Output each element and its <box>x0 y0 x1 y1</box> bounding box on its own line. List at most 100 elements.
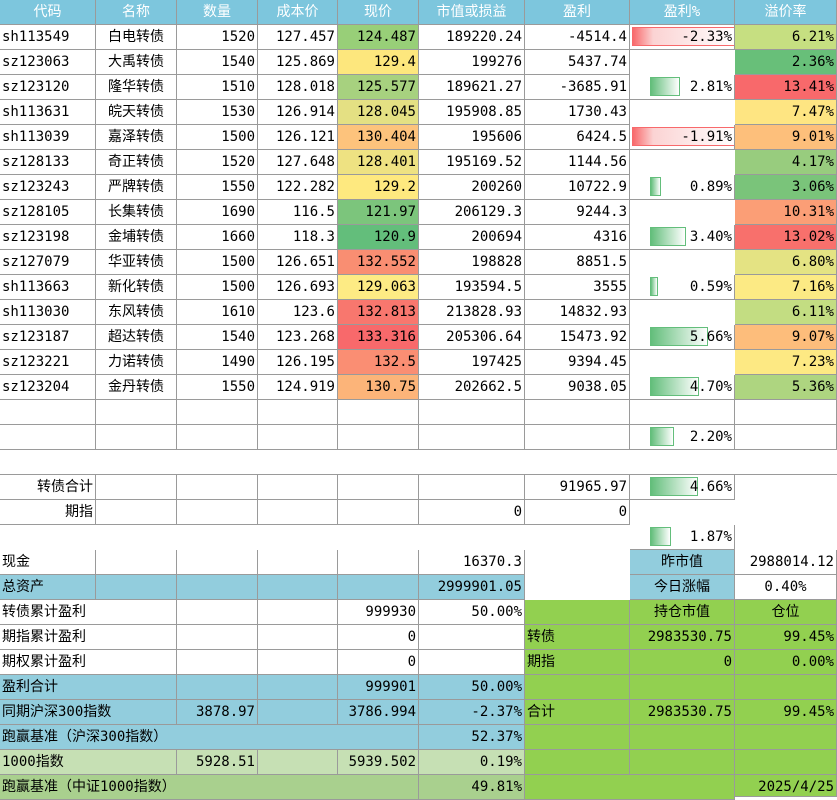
cell-price[interactable]: 129.063 <box>338 275 419 300</box>
empty-cell[interactable] <box>525 675 630 700</box>
cell-qty[interactable]: 1530 <box>177 100 258 125</box>
futures-cum-value[interactable]: 0 <box>338 625 419 650</box>
cell-premium[interactable]: 13.41% <box>735 75 837 100</box>
cell-price[interactable]: 121.97 <box>338 200 419 225</box>
cell-code[interactable]: sh113663 <box>0 275 96 300</box>
position-total-ratio[interactable]: 99.45% <box>735 700 837 725</box>
cell-name[interactable]: 长集转债 <box>96 200 177 225</box>
empty-cell[interactable] <box>735 400 837 425</box>
empty-cell[interactable] <box>735 450 837 475</box>
cell-price[interactable]: 120.9 <box>338 225 419 250</box>
cell-qty[interactable]: 1500 <box>177 125 258 150</box>
cell-name[interactable]: 白电转债 <box>96 25 177 50</box>
zz1000-label[interactable]: 1000指数 <box>0 750 177 775</box>
empty-cell[interactable] <box>525 425 630 450</box>
cell-value[interactable]: 200694 <box>419 225 525 250</box>
empty-cell[interactable] <box>258 400 338 425</box>
empty-cell[interactable] <box>96 475 177 500</box>
cell-price[interactable]: 128.401 <box>338 150 419 175</box>
empty-cell[interactable] <box>630 425 735 450</box>
empty-cell[interactable] <box>630 400 735 425</box>
empty-cell[interactable] <box>96 500 177 525</box>
cell-name[interactable]: 严牌转债 <box>96 175 177 200</box>
futures-cum-label[interactable]: 期指累计盈利 <box>0 625 177 650</box>
empty-cell[interactable] <box>419 425 525 450</box>
empty-cell[interactable] <box>258 450 338 475</box>
cell-code[interactable]: sz127079 <box>0 250 96 275</box>
cash-label[interactable]: 现金 <box>0 550 96 575</box>
cell-cost[interactable]: 123.6 <box>258 300 338 325</box>
empty-cell[interactable] <box>258 750 338 775</box>
empty-cell[interactable] <box>338 500 419 525</box>
cell-profit[interactable]: -4514.4 <box>525 25 630 50</box>
cell-code[interactable]: sz123221 <box>0 350 96 375</box>
cell-price[interactable]: 129.4 <box>338 50 419 75</box>
zz1000-start[interactable]: 5928.51 <box>177 750 258 775</box>
cell-code[interactable]: sz123243 <box>0 175 96 200</box>
cell-name[interactable]: 新化转债 <box>96 275 177 300</box>
bond-subtotal-label[interactable]: 转债合计 <box>0 475 96 500</box>
hs300-start[interactable]: 3878.97 <box>177 700 258 725</box>
cell-profit[interactable]: 6424.5 <box>525 125 630 150</box>
empty-cell[interactable] <box>258 650 338 675</box>
empty-cell[interactable] <box>735 675 837 700</box>
cell-code[interactable]: sh113549 <box>0 25 96 50</box>
cell-profit[interactable]: -3685.91 <box>525 75 630 100</box>
header-name[interactable]: 名称 <box>96 0 177 25</box>
empty-cell[interactable] <box>419 475 525 500</box>
cell-profit-pct[interactable]: -2.33% <box>630 25 735 50</box>
options-cum-label[interactable]: 期权累计盈利 <box>0 650 177 675</box>
cell-name[interactable]: 奇正转债 <box>96 150 177 175</box>
empty-cell[interactable] <box>630 675 735 700</box>
empty-cell[interactable] <box>177 400 258 425</box>
empty-cell[interactable] <box>419 625 525 650</box>
cell-profit[interactable]: 1144.56 <box>525 150 630 175</box>
empty-cell[interactable] <box>338 550 419 575</box>
empty-cell[interactable] <box>735 725 837 750</box>
cell-cost[interactable]: 126.195 <box>258 350 338 375</box>
empty-cell[interactable] <box>177 500 258 525</box>
cell-qty[interactable]: 1500 <box>177 250 258 275</box>
cell-name[interactable]: 力诺转债 <box>96 350 177 375</box>
cell-premium[interactable]: 5.36% <box>735 375 837 400</box>
cell-price[interactable]: 132.813 <box>338 300 419 325</box>
cell-code[interactable]: sz128133 <box>0 150 96 175</box>
beat-zz1000-pct[interactable]: 49.81% <box>419 775 525 800</box>
cell-value[interactable]: 197425 <box>419 350 525 375</box>
cell-premium[interactable]: 9.07% <box>735 325 837 350</box>
cell-price[interactable]: 130.75 <box>338 375 419 400</box>
empty-cell[interactable] <box>177 475 258 500</box>
cell-profit[interactable]: 5437.74 <box>525 50 630 75</box>
cell-qty[interactable]: 1550 <box>177 375 258 400</box>
cell-price[interactable]: 125.577 <box>338 75 419 100</box>
cell-profit[interactable]: 1730.43 <box>525 100 630 125</box>
cell-value[interactable]: 205306.64 <box>419 325 525 350</box>
cell-code[interactable]: sh113039 <box>0 125 96 150</box>
empty-cell[interactable] <box>630 750 735 775</box>
cell-value[interactable]: 195606 <box>419 125 525 150</box>
cell-code[interactable]: sz123198 <box>0 225 96 250</box>
cell-profit[interactable]: 9038.05 <box>525 375 630 400</box>
cell-code[interactable]: sz123204 <box>0 375 96 400</box>
zz1000-now[interactable]: 5939.502 <box>338 750 419 775</box>
position-bond-ratio[interactable]: 99.45% <box>735 625 837 650</box>
empty-cell[interactable] <box>338 425 419 450</box>
cell-profit-pct[interactable]: 3.40% <box>630 225 735 250</box>
cell-premium[interactable]: 7.16% <box>735 275 837 300</box>
empty-cell[interactable] <box>96 450 177 475</box>
cell-qty[interactable]: 1540 <box>177 50 258 75</box>
cell-cost[interactable]: 126.914 <box>258 100 338 125</box>
cell-cost[interactable]: 126.693 <box>258 275 338 300</box>
cell-qty[interactable]: 1490 <box>177 350 258 375</box>
cell-name[interactable]: 华亚转债 <box>96 250 177 275</box>
cell-qty[interactable]: 1540 <box>177 325 258 350</box>
cell-cost[interactable]: 118.3 <box>258 225 338 250</box>
empty-cell[interactable] <box>338 450 419 475</box>
cell-premium[interactable]: 7.23% <box>735 350 837 375</box>
empty-cell[interactable] <box>630 450 735 475</box>
empty-cell[interactable] <box>177 425 258 450</box>
header-code[interactable]: 代码 <box>0 0 96 25</box>
cell-value[interactable]: 189621.27 <box>419 75 525 100</box>
empty-cell[interactable] <box>258 625 338 650</box>
header-premium[interactable]: 溢价率 <box>735 0 837 25</box>
